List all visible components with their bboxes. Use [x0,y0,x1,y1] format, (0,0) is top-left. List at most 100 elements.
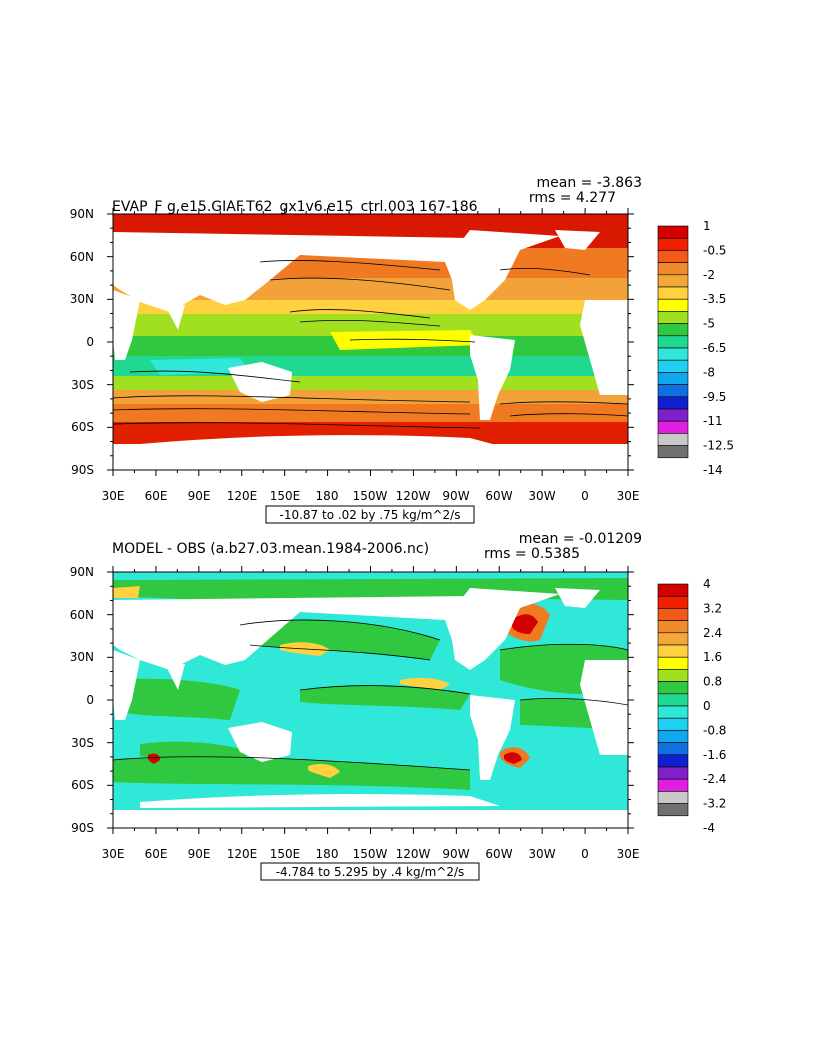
y-tick-label: 90S [71,821,94,835]
colorbar-swatch [657,656,689,670]
rms-label: rms = 0.5385 [484,546,580,562]
x-tick-label: 120W [396,847,431,861]
y-tick-label: 60N [70,250,94,264]
x-tick-label: 120W [396,489,431,503]
x-axis-labels: 30E 60E 90E 120E 150E 180 150W 120W 90W … [102,489,640,503]
x-tick-label: 30W [528,847,555,861]
colorbar-swatch [657,396,689,410]
colorbar-swatch [657,608,689,621]
y-tick-label: 90N [70,207,94,221]
colorbar-swatch [657,262,689,276]
colorbar-swatch [657,359,689,373]
x-tick-label: 90W [442,847,469,861]
land-mask [113,588,628,828]
colorbar-label: 1.6 [703,650,722,664]
colorbar-swatch [657,323,689,337]
colorbar-swatch [657,286,689,300]
panel-title: EVAP_F g.e15.GIAF.T62_gx1v6.e15_ctrl.003… [112,199,478,215]
range-box [260,862,480,881]
colorbar-label: 0 [703,699,711,713]
map-field [113,214,628,470]
x-tick-label: 30W [528,489,555,503]
colorbar-swatch [657,408,689,422]
colorbar: 4 3.2 2.4 1.6 0.8 0 -0.8 -1.6 -2.4 -3.2 -4 [657,577,726,835]
colorbar-swatch [657,433,689,446]
colorbar-swatch [657,250,689,263]
colorbar-label: -2 [703,268,715,282]
x-tick-label: 180 [316,489,339,503]
colorbar-swatch [657,693,689,707]
panel-title: MODEL - OBS (a.b27.03.mean.1984-2006.nc) [112,541,429,557]
colorbar-swatch [657,705,689,719]
colorbar-swatch [657,730,689,743]
y-axis-labels: 90N 60N 30N 0 30S 60S 90S [70,207,94,477]
y-tick-label: 60S [71,420,94,434]
colorbar-label: -2.4 [703,772,726,786]
land-mask [113,230,628,470]
y-tick-label: 60N [70,608,94,622]
colorbar-swatch [657,803,689,817]
x-tick-label: 90E [188,847,211,861]
x-tick-label: 90E [188,489,211,503]
axis-ticks [107,566,634,834]
colorbar-swatch [657,669,689,682]
x-tick-label: 30E [617,847,640,861]
rms-label: rms = 4.277 [529,190,616,206]
colorbar-label: -3.5 [703,292,726,306]
x-tick-label: 30E [617,489,640,503]
colorbar-label: -6.5 [703,341,726,355]
x-tick-label: 0 [581,489,589,503]
colorbar-label: -8 [703,365,715,379]
colorbar-swatch [657,766,689,780]
colorbar-swatch [657,225,689,239]
x-tick-label: 150E [270,489,301,503]
mean-label: mean = -0.01209 [519,531,642,547]
panel-evap: EVAP_F g.e15.GIAF.T62_gx1v6.e15_ctrl.003… [70,175,734,524]
x-tick-label: 120E [227,847,258,861]
contour-lines [113,619,628,771]
colorbar-label: -3.2 [703,797,726,811]
colorbar-swatch [657,445,689,459]
map-field [113,572,628,828]
colorbar-swatch [657,274,689,288]
x-tick-label: 150E [270,847,301,861]
colorbar-swatch [657,298,689,312]
colorbar-swatch [657,644,689,658]
colorbar: 1 -0.5 -2 -3.5 -5 -6.5 -8 -9.5 -11 -12.5 -14 [657,219,734,477]
x-tick-label: 90W [442,489,469,503]
colorbar-swatch [657,742,689,756]
colorbar-label: -9.5 [703,390,726,404]
colorbar-label: -4 [703,821,715,835]
y-tick-label: 0 [86,335,94,349]
colorbar-label: -1.6 [703,748,726,762]
colorbar-swatch [657,595,689,609]
colorbar-label: 3.2 [703,601,722,615]
colorbar-swatch [657,384,689,398]
colorbar-swatch [657,620,689,634]
x-tick-label: 60W [485,847,512,861]
y-tick-label: 90S [71,463,94,477]
y-tick-label: 30N [70,650,94,664]
colorbar-swatch [657,754,689,768]
x-tick-label: 60E [145,489,168,503]
mean-label: mean = -3.863 [537,175,642,191]
colorbar-label: 4 [703,577,711,591]
range-label: -4.784 to 5.295 by .4 kg/m^2/s [276,865,465,879]
colorbar-swatch [657,583,689,597]
x-tick-label: 30E [102,847,125,861]
colorbar-swatch [657,717,689,731]
colorbar-label: -0.8 [703,723,726,737]
colorbar-label: -12.5 [703,439,734,453]
colorbar-swatch [657,778,689,792]
y-tick-label: 0 [86,693,94,707]
colorbar-label: 2.4 [703,626,722,640]
x-tick-label: 180 [316,847,339,861]
colorbar-swatch [657,311,689,324]
y-tick-label: 30S [71,736,94,750]
range-box [265,505,475,524]
colorbar-label: -5 [703,317,715,331]
y-tick-label: 30N [70,292,94,306]
colorbar-label: 0.8 [703,675,722,689]
colorbar-swatch [657,372,689,385]
